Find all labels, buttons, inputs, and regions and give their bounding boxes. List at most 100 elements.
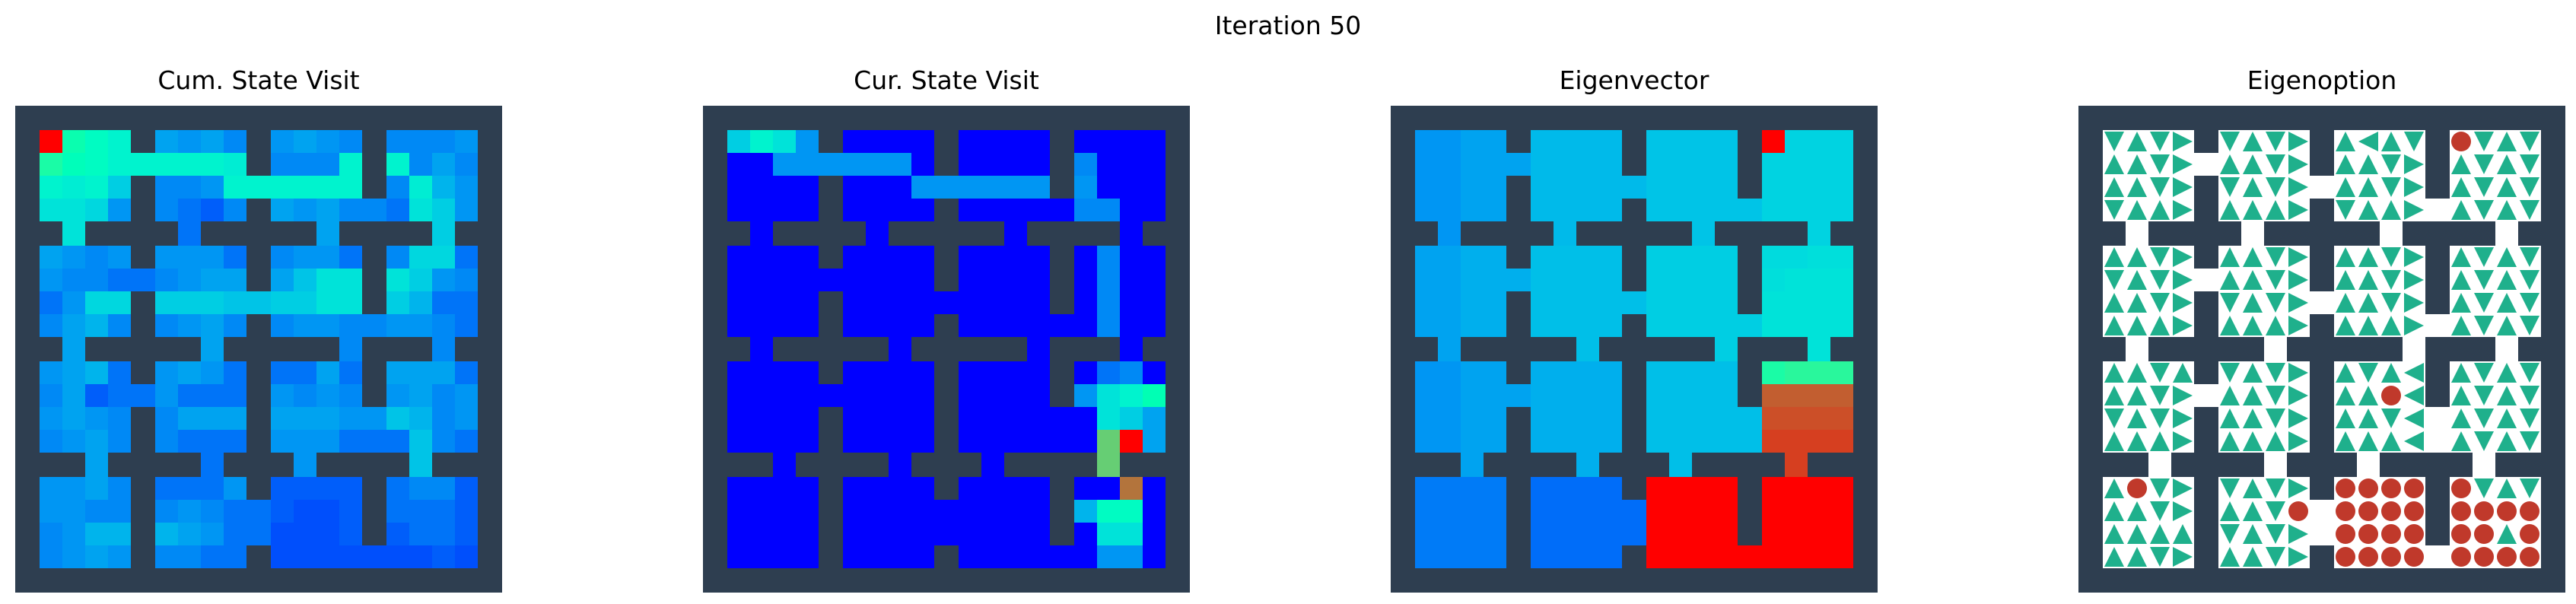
- doorway: [362, 314, 386, 337]
- heatmap-cell: [1438, 384, 1461, 407]
- heatmap-cell: [773, 523, 796, 545]
- doorway: [2241, 221, 2264, 246]
- policy-arrow: [2288, 431, 2308, 451]
- heatmap-cell: [201, 130, 224, 153]
- doorway: [294, 453, 316, 477]
- terminal-dot: [2404, 547, 2424, 567]
- heatmap-cell: [959, 269, 981, 291]
- policy-arrow: [2173, 431, 2193, 451]
- heatmap-cell: [339, 199, 362, 221]
- heatmap-cell: [959, 545, 981, 568]
- doorway: [2380, 221, 2403, 246]
- policy-arrow: [2358, 247, 2378, 267]
- heatmap-cell: [224, 199, 246, 221]
- heatmap-cell: [201, 407, 224, 430]
- heatmap-cell: [40, 130, 62, 153]
- heatmap-cell: [1692, 246, 1715, 269]
- heatmap-cell: [1097, 384, 1120, 407]
- heatmap-cell: [1808, 430, 1830, 453]
- heatmap-cell: [294, 314, 316, 337]
- terminal-dot: [2474, 501, 2494, 521]
- heatmap-cell: [455, 291, 478, 314]
- heatmap-cell: [796, 545, 819, 568]
- heatmap-cell: [62, 314, 85, 337]
- heatmap-cell: [85, 130, 108, 153]
- policy-arrow: [2266, 363, 2285, 383]
- heatmap-cell: [1120, 291, 1143, 314]
- heatmap-cell: [750, 153, 773, 176]
- policy-arrow: [2243, 316, 2263, 335]
- heatmap-cell: [1669, 199, 1692, 221]
- heatmap-cell: [271, 130, 294, 153]
- heatmap-cell: [1027, 291, 1050, 314]
- heatmap-cell: [271, 523, 294, 545]
- heatmap-cell: [62, 523, 85, 545]
- policy-arrow: [2520, 293, 2539, 313]
- heatmap-cell: [1576, 500, 1599, 523]
- heatmap-cell: [796, 199, 819, 221]
- policy-arrow: [2104, 431, 2124, 451]
- heatmap-cell: [339, 246, 362, 269]
- heatmap-cell: [911, 269, 934, 291]
- heatmap-cell: [727, 523, 750, 545]
- policy-arrow: [2104, 501, 2124, 521]
- policy-arrow: [2220, 501, 2240, 521]
- heatmap-cell: [1097, 523, 1120, 545]
- heatmap-cell: [1830, 430, 1853, 453]
- heatmap-cell: [1415, 314, 1438, 337]
- heatmap-cell: [409, 500, 432, 523]
- doorway: [750, 221, 773, 246]
- heatmap-cell: [773, 545, 796, 568]
- policy-arrow: [2497, 270, 2517, 290]
- heatmap-cell: [1531, 407, 1554, 430]
- heatmap-cell: [339, 176, 362, 199]
- policy-arrow: [2243, 270, 2263, 290]
- heatmap-cell: [1531, 153, 1554, 176]
- heatmap-cell: [1143, 246, 1166, 269]
- policy-arrow: [2173, 363, 2193, 383]
- heatmap-cell: [1554, 199, 1576, 221]
- heatmap-cell: [155, 407, 178, 430]
- heatmap-cell: [178, 407, 201, 430]
- heatmap-cell: [981, 314, 1004, 337]
- heatmap-cell: [773, 361, 796, 384]
- heatmap-cell: [750, 130, 773, 153]
- policy-arrow: [2381, 408, 2401, 428]
- heatmap-cell: [1554, 384, 1576, 407]
- heatmap-cell: [1785, 269, 1808, 291]
- heatmap-cell: [1785, 291, 1808, 314]
- heatmap-cell: [1785, 500, 1808, 523]
- policy-arrow: [2336, 431, 2355, 451]
- heatmap-cell: [843, 477, 866, 500]
- heatmap-cell: [455, 477, 478, 500]
- policy-arrow: [2243, 247, 2263, 267]
- heatmap-cell: [455, 430, 478, 453]
- heatmap-cell: [1438, 477, 1461, 500]
- heatmap-cell: [201, 153, 224, 176]
- heatmap-cell: [1692, 384, 1715, 407]
- heatmap-cell: [455, 500, 478, 523]
- policy-arrow: [2381, 270, 2401, 290]
- heatmap-cell: [1830, 291, 1853, 314]
- doorway: [1050, 545, 1074, 568]
- heatmap-cell: [1097, 361, 1120, 384]
- heatmap-cell: [108, 314, 131, 337]
- policy-arrow: [2497, 293, 2517, 313]
- heatmap-cell: [1554, 246, 1576, 269]
- terminal-dot: [2358, 501, 2378, 521]
- heatmap-cell: [1599, 545, 1622, 568]
- heatmap-cell: [1576, 269, 1599, 291]
- policy-arrow: [2358, 363, 2378, 383]
- policy-arrow: [2497, 386, 2517, 405]
- policy-arrow: [2243, 408, 2263, 428]
- heatmap-cell: [981, 500, 1004, 523]
- policy-arrow: [2150, 293, 2170, 313]
- heatmap-cell: [773, 153, 796, 176]
- heatmap-cell: [1808, 477, 1830, 500]
- figure-title: Iteration 50: [1214, 11, 1362, 40]
- heatmap-cell: [1484, 407, 1506, 430]
- heatmap-cell: [224, 361, 246, 384]
- heatmap-cell: [386, 246, 409, 269]
- policy-arrow: [2127, 200, 2147, 220]
- heatmap-cell: [85, 545, 108, 568]
